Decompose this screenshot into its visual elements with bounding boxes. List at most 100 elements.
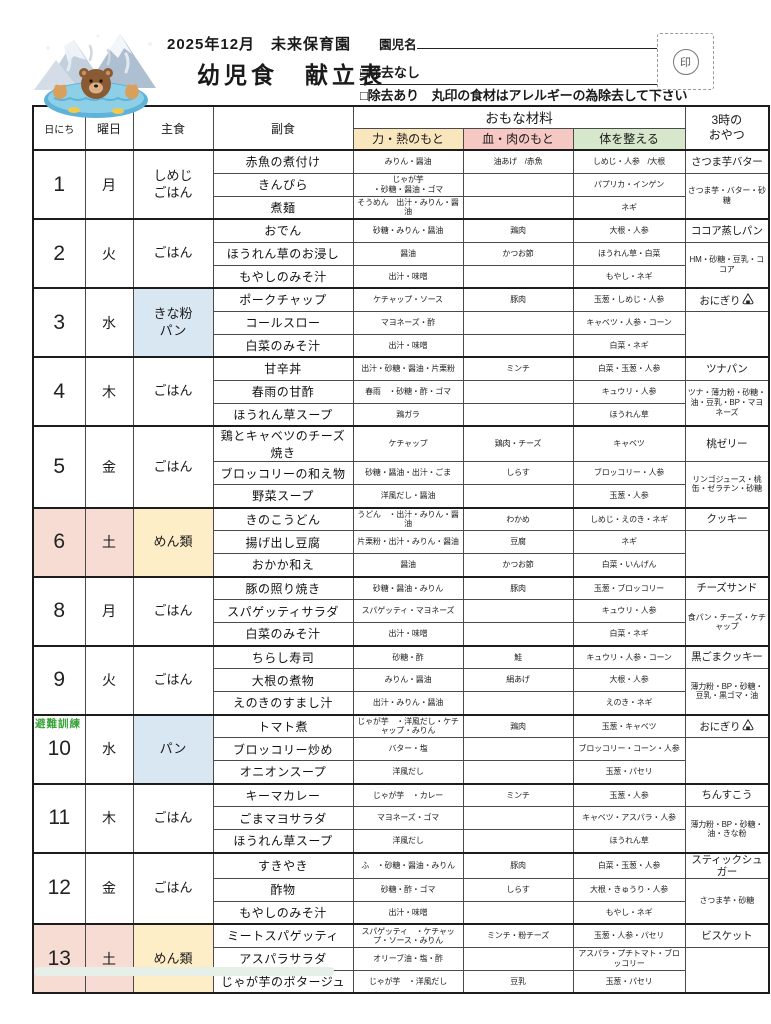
body-ingredients-cell: 玉葱・ブロッコリー	[572, 575, 686, 600]
weekday-cell: 水	[84, 287, 134, 358]
stamp-seal: 印	[672, 48, 699, 75]
energy-ingredients-cell: みりん・醤油	[352, 668, 464, 692]
protein-ingredients-cell	[462, 402, 574, 427]
energy-ingredients-cell: ふ ・砂糖・醤油・みりん	[352, 851, 464, 879]
staple-cell: めん類	[132, 923, 214, 994]
body-ingredients-cell: もやし・ネギ	[572, 264, 686, 289]
protein-ingredients-cell: しらす	[462, 461, 574, 485]
body-ingredients-cell: 白菜・ネギ	[572, 622, 686, 646]
dish-name-cell: 大根の煮物	[212, 668, 354, 692]
weekday-cell: 土	[84, 923, 134, 994]
menu-row-day4-3: ほうれん草スープ 鶏ガラ ほうれん草	[33, 402, 769, 427]
energy-ingredients-cell: 洋風だし・醤油	[352, 484, 464, 508]
snack-ingredients-cell: リンゴジュース・桃缶・ゼラチン・砂糖	[684, 461, 770, 508]
snack-name-cell: ちんすこう	[684, 782, 770, 807]
menu-row-day11-3: ほうれん草スープ 洋風だし ほうれん草	[33, 829, 769, 853]
menu-row-day6-3: おかか和え 醤油 かつお節 白菜・いんげん	[33, 553, 769, 577]
body-ingredients-cell: キャベツ・人参・コーン	[572, 310, 686, 335]
evacuation-drill-note: 避難訓練	[35, 717, 81, 730]
protein-ingredients-cell	[462, 172, 574, 197]
body-ingredients-cell: 白菜・玉葱・人参	[572, 851, 686, 879]
staple-cell: きな粉 パン	[132, 287, 214, 358]
staple-cell: めん類	[132, 506, 214, 577]
energy-ingredients-cell: スパゲッティ・マヨネーズ	[352, 599, 464, 623]
staple-cell: ごはん	[132, 851, 214, 925]
protein-ingredients-cell: 鶏肉	[462, 218, 574, 243]
snack-ingredients-cell: 薄力粉・BP・砂糖・油・きな粉	[684, 806, 770, 853]
body-ingredients-cell: 玉葱・人参	[572, 484, 686, 508]
energy-ingredients-cell: 砂糖・酢・ゴマ	[352, 877, 464, 902]
body-ingredients-cell: ほうれん草・白菜	[572, 241, 686, 266]
dish-name-cell: 赤魚の煮付け	[212, 149, 354, 174]
snack-name-cell: 黒ごまクッキー	[684, 644, 770, 669]
body-ingredients-cell: 玉葱・キャベツ	[572, 713, 686, 738]
date-cell-8: 8	[32, 575, 86, 646]
snack-ingredients-cell	[684, 737, 770, 784]
protein-ingredients-cell	[462, 264, 574, 289]
energy-ingredients-cell: 出汁・味噌	[352, 900, 464, 925]
snack-ingredients-cell: 薄力粉・BP・砂糖・豆乳・黒ゴマ・油	[684, 668, 770, 715]
dish-name-cell: 酢物	[212, 877, 354, 902]
protein-ingredients-cell: 絹あげ	[462, 668, 574, 692]
protein-ingredients-cell: ミンチ	[462, 356, 574, 381]
menu-row-day10-2: ブロッコリー炒め バター・塩 ブロッコリー・コーン・人参	[33, 737, 770, 784]
menu-row-day1-1: 1 月しめじ ごはん 赤魚の煮付け みりん・醤油 油あげ /赤魚 しめじ・人参 /大根 さつま…	[32, 149, 770, 220]
protein-ingredients-cell	[462, 622, 574, 646]
energy-ingredients-cell: じゃが芋 ・カレー	[352, 782, 464, 807]
menu-row-day4-1: 4 木ごはん 甘辛丼 出汁・砂糖・醤油・片栗粉 ミンチ 白菜・玉葱・人参 ツナパン	[32, 356, 770, 427]
body-ingredients-cell: ネギ	[572, 530, 686, 554]
menu-row-day11-2: ごまマヨサラダ マヨネーズ・ゴマ キャベツ・アスパラ・人参 薄力粉・BP・砂糖・油・き…	[33, 806, 770, 853]
col-header-staple: 主食	[132, 105, 214, 151]
snack-ingredients-cell: HM・砂糖・豆乳・ココア	[684, 241, 770, 289]
staple-cell: ごはん	[132, 782, 214, 853]
protein-ingredients-cell: かつお節	[462, 241, 574, 266]
dish-name-cell: 春雨の甘酢	[212, 379, 354, 404]
menu-row-day10-1: 避難訓練 10 水パン トマト煮 じゃが芋 ・洋風だし・ケチャップ・みりん 鶏肉 玉葱・キャ…	[32, 713, 770, 784]
energy-ingredients-cell: スパゲッティ ・ケチャップ・ソース・みりん	[352, 923, 464, 948]
dish-name-cell: 煮麺	[212, 195, 354, 220]
snack-name-cell: クッキー	[684, 506, 770, 531]
snack-ingredients-cell	[684, 530, 770, 577]
date-cell-6: 6	[32, 506, 86, 577]
snack-ingredients-cell	[684, 946, 770, 994]
protein-ingredients-cell	[462, 195, 574, 220]
protein-ingredients-cell: しらす	[462, 877, 574, 902]
date-cell-2: 2	[32, 218, 86, 289]
weekday-cell: 水	[84, 713, 134, 784]
menu-row-day5-2: ブロッコリーの和え物 砂糖・醤油・出汁・ごま しらす ブロッコリー・人参 リンゴジュース…	[33, 461, 770, 508]
snack-name-cell: スティックシュガー	[684, 851, 770, 879]
energy-ingredients-cell: 春雨 ・砂糖・酢・ゴマ	[352, 379, 464, 404]
energy-ingredients-cell: 洋風だし	[352, 829, 464, 853]
energy-ingredients-cell: マヨネーズ・酢	[352, 310, 464, 335]
energy-ingredients-cell: 砂糖・醤油・出汁・ごま	[352, 461, 464, 485]
body-ingredients-cell: キュウリ・人参	[572, 379, 686, 404]
dish-name-cell: 豚の照り焼き	[212, 575, 354, 600]
menu-row-day4-2: 春雨の甘酢 春雨 ・砂糖・酢・ゴマ キュウリ・人参 ツナ・薄力粉・砂糖・油・豆乳・BP…	[33, 379, 770, 427]
body-ingredients-cell: 大根・人参	[572, 668, 686, 692]
onigiri-icon	[742, 292, 754, 304]
protein-ingredients-cell: 豚肉	[462, 287, 574, 312]
protein-ingredients-cell	[462, 900, 574, 925]
body-ingredients-cell: 玉葱・人参	[572, 782, 686, 807]
energy-ingredients-cell: バター・塩	[352, 737, 464, 761]
date-cell-11: 11	[32, 782, 86, 853]
energy-ingredients-cell: 出汁・味噌	[352, 264, 464, 289]
weekday-cell: 金	[84, 851, 134, 925]
weekday-cell: 土	[84, 506, 134, 577]
date-cell-12: 12	[32, 851, 86, 925]
snack-ingredients-cell	[684, 310, 770, 358]
body-ingredients-cell: キュウリ・人参	[572, 599, 686, 623]
dish-name-cell: ちらし寿司	[212, 644, 354, 669]
menu-row-day5-1: 5 金ごはん 鶏とキャベツのチーズ焼き ケチャップ 鶏肉・チーズ キャベツ 桃ゼリー	[32, 425, 770, 508]
date-cell-3: 3	[32, 287, 86, 358]
dish-name-cell: トマト煮	[212, 713, 354, 738]
body-ingredients-cell: えのき・ネギ	[572, 691, 686, 715]
checkbox-removal-note: □除去あり 丸印の食材はアレルギーの為除去して下さい	[360, 88, 688, 103]
body-ingredients-cell: 玉葱・パセリ	[572, 969, 686, 994]
dish-name-cell: ブロッコリーの和え物	[212, 461, 354, 485]
menu-row-day6-1: 6 土めん類 きのこうどん うどん ・出汁・みりん・醤油 わかめ しめじ・えのき・ネギ クッ…	[32, 506, 770, 577]
energy-ingredients-cell: 出汁・味噌	[352, 622, 464, 646]
energy-ingredients-cell: 出汁・みりん・醤油	[352, 691, 464, 715]
protein-ingredients-cell	[462, 333, 574, 358]
